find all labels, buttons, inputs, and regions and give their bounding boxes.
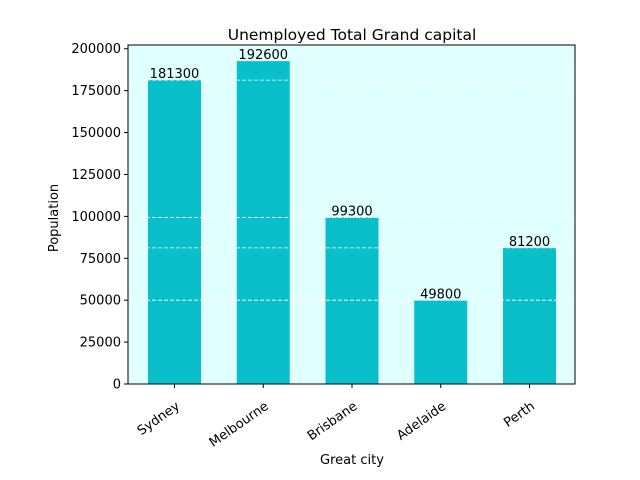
x-tick-label-perth: Perth bbox=[501, 399, 538, 431]
y-axis-label: Population bbox=[47, 184, 62, 252]
chart-title: Unemployed Total Grand capital bbox=[228, 26, 477, 44]
data-label-brisbane: 99300 bbox=[331, 205, 372, 220]
bars-group bbox=[148, 61, 556, 384]
bar-melbourne bbox=[236, 61, 290, 384]
bar-sydney bbox=[148, 80, 201, 384]
y-tick-label: 125000 bbox=[71, 168, 121, 183]
data-labels-group: 181300 192600 99300 49800 81200 bbox=[150, 48, 551, 302]
data-label-melbourne: 192600 bbox=[238, 48, 288, 63]
data-label-perth: 81200 bbox=[509, 235, 550, 250]
bar-perth bbox=[503, 247, 556, 384]
y-tick-label: 0 bbox=[113, 378, 121, 393]
y-tick-label: 175000 bbox=[71, 84, 121, 99]
data-label-adelaide: 49800 bbox=[420, 288, 461, 303]
x-axis: Sydney Melbourne Brisbane Adelaide Perth bbox=[135, 384, 538, 451]
y-tick-label: 25000 bbox=[80, 336, 121, 351]
plot-frame bbox=[127, 44, 576, 385]
x-tick-label-brisbane: Brisbane bbox=[305, 399, 360, 444]
y-axis: 0 25000 50000 75000 100000 125000 150000 175000… bbox=[71, 42, 128, 393]
x-tick-label-melbourne: Melbourne bbox=[207, 399, 272, 451]
y-tick-label: 75000 bbox=[80, 252, 121, 267]
y-tick-label: 150000 bbox=[71, 126, 121, 141]
y-tick-label: 200000 bbox=[71, 42, 121, 57]
y-tick-label: 100000 bbox=[71, 210, 121, 225]
bar-brisbane bbox=[325, 217, 379, 384]
data-label-sydney: 181300 bbox=[150, 67, 200, 82]
y-tick-label: 50000 bbox=[80, 294, 121, 309]
grid-lines bbox=[128, 79, 575, 301]
x-tick-label-sydney: Sydney bbox=[135, 399, 183, 439]
x-axis-label: Great city bbox=[320, 453, 384, 468]
x-tick-label-adelaide: Adelaide bbox=[394, 399, 449, 444]
bar-adelaide bbox=[414, 300, 468, 384]
